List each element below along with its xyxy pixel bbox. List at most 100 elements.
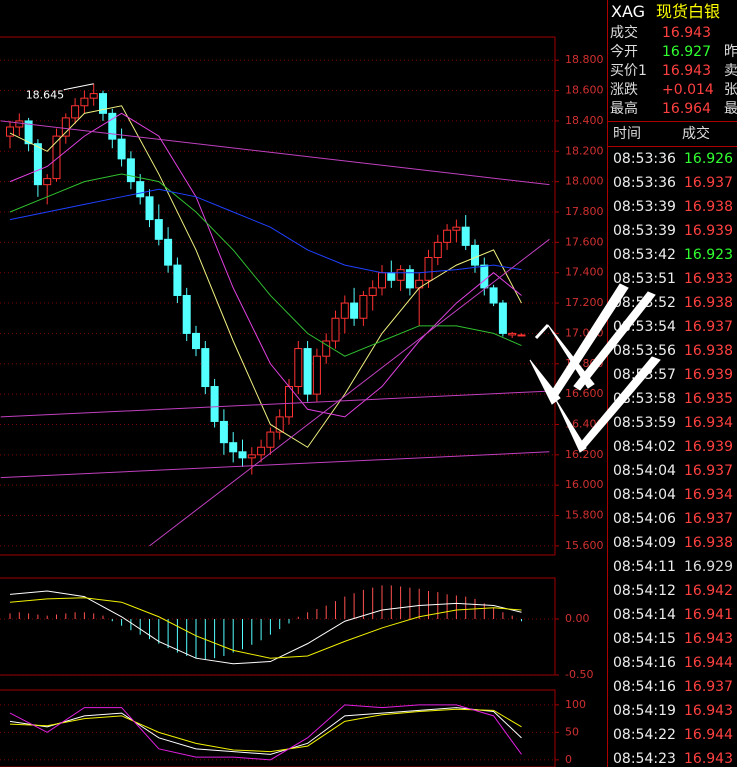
candle-body: [378, 272, 386, 289]
trade-time: 08:53:57: [613, 367, 676, 383]
trade-time: 08:54:06: [613, 511, 676, 527]
trade-row: 08:54:19 16.943: [608, 699, 737, 723]
trade-row: 08:54:09 16.938: [608, 531, 737, 555]
y-tick-label: 17.600: [565, 235, 604, 248]
quote-value: 16.964: [662, 101, 711, 117]
trade-row: 08:53:56 16.938: [608, 339, 737, 363]
candle-body: [508, 332, 517, 336]
trade-time: 08:53:39: [613, 223, 676, 239]
trade-row: 08:54:23 16.943: [608, 747, 737, 767]
trade-price: 16.944: [684, 655, 733, 671]
y-tick-label: 17.000: [565, 326, 604, 339]
y-tick-label: 16.200: [565, 448, 604, 461]
y-tick-label: 17.800: [565, 205, 604, 218]
candle-body: [489, 287, 498, 304]
trade-time: 08:53:52: [613, 295, 676, 311]
candle-body: [247, 454, 256, 459]
trade-time: 08:54:15: [613, 631, 676, 647]
candle-body: [303, 348, 312, 395]
trade-price: 16.934: [684, 487, 733, 503]
candle-body: [433, 241, 442, 259]
trade-price: 16.938: [684, 295, 733, 311]
trade-row: 08:53:51 16.933: [608, 267, 737, 291]
trade-price: 16.934: [684, 415, 733, 431]
trade-time: 08:53:59: [613, 415, 676, 431]
candle-body: [275, 416, 284, 433]
candle-body: [71, 105, 80, 119]
trade-row: 08:54:11 16.929: [608, 555, 737, 579]
y-tick-label: 16.000: [565, 478, 604, 491]
quote-extra: 最: [724, 101, 737, 117]
candle-body: [387, 272, 396, 281]
indicator-line: [9, 708, 522, 753]
candle-body: [285, 386, 293, 418]
candle-body: [154, 219, 163, 240]
y-tick-label: 50: [565, 725, 579, 738]
quote-row: 成交 16.943: [608, 24, 737, 43]
candle-body: [43, 178, 52, 186]
y-tick-label: 0: [565, 753, 572, 766]
trade-price: 16.926: [684, 151, 733, 167]
quote-row: 最高 16.964 最: [608, 100, 737, 119]
trade-row: 08:54:14 16.941: [608, 603, 737, 627]
y-tick-label: 15.800: [565, 509, 604, 522]
quote-extra: 卖: [724, 63, 737, 79]
trade-row: 08:53:36 16.926: [608, 147, 737, 171]
y-tick-label: 16.600: [565, 387, 604, 400]
trade-time: 08:53:42: [613, 247, 676, 263]
trade-price: 16.933: [684, 271, 733, 287]
y-tick-label: 15.600: [565, 539, 604, 552]
indicator-line: [0, 390, 550, 418]
quote-value: +0.014: [662, 82, 714, 98]
y-tick-label: 0.00: [565, 612, 590, 625]
candle-body: [89, 93, 98, 99]
quote-value: 16.943: [662, 63, 711, 79]
candle-body: [24, 120, 33, 145]
trade-time: 08:54:11: [613, 559, 676, 575]
candle-body: [145, 196, 154, 221]
candle-body: [443, 229, 452, 243]
candle-body: [498, 302, 507, 334]
candle-body: [396, 269, 405, 281]
quote-label: 成交: [610, 25, 638, 41]
indicator-line: [149, 238, 550, 547]
candle-body: [340, 302, 349, 319]
trade-price: 16.939: [684, 439, 733, 455]
quote-rows: 成交 16.943 今开 16.927 昨买价1 16.943 卖涨跌 +0.014 张最高 16…: [608, 24, 737, 119]
quote-panel: XAG 现货白银 成交 16.943 今开 16.927 昨买价1 16.943 卖涨跌 +0…: [607, 0, 737, 767]
candle-body: [461, 226, 470, 246]
trades-list: 08:53:36 16.926 08:53:36 16.937 08:53:39 16.9…: [608, 146, 737, 767]
trade-row: 08:54:15 16.943: [608, 627, 737, 651]
indicator-line: [9, 597, 522, 659]
trade-price: 16.935: [684, 391, 733, 407]
annotation-leader: [63, 83, 94, 91]
candle-body: [424, 257, 433, 281]
panel-frame: [0, 577, 556, 676]
trade-time: 08:53:36: [613, 151, 676, 167]
trade-time: 08:54:19: [613, 703, 676, 719]
trade-row: 08:54:04 16.934: [608, 483, 737, 507]
trade-price: 16.938: [684, 343, 733, 359]
candle-body: [126, 158, 135, 183]
trade-time: 08:54:14: [613, 607, 676, 623]
trade-time: 08:53:56: [613, 343, 676, 359]
candle-body: [108, 112, 117, 140]
candle-body: [201, 348, 210, 388]
candle-body: [452, 226, 461, 231]
candle-body: [182, 294, 191, 334]
candle-body: [312, 355, 321, 395]
trade-price: 16.937: [684, 319, 733, 335]
y-tick-label: -0.50: [565, 668, 593, 681]
high-annotation: 18.645: [26, 89, 64, 102]
y-tick-label: 18.800: [565, 53, 604, 66]
candle-body: [192, 332, 200, 350]
quote-label: 买价1: [610, 63, 647, 79]
candle-body: [52, 135, 61, 180]
trade-price: 16.943: [684, 631, 733, 647]
trade-time: 08:54:12: [613, 583, 676, 599]
candle-body: [219, 420, 228, 444]
trade-row: 08:53:42 16.923: [608, 243, 737, 267]
trade-price: 16.943: [684, 703, 733, 719]
trade-row: 08:53:39 16.938: [608, 195, 737, 219]
trade-row: 08:53:54 16.937: [608, 315, 737, 339]
